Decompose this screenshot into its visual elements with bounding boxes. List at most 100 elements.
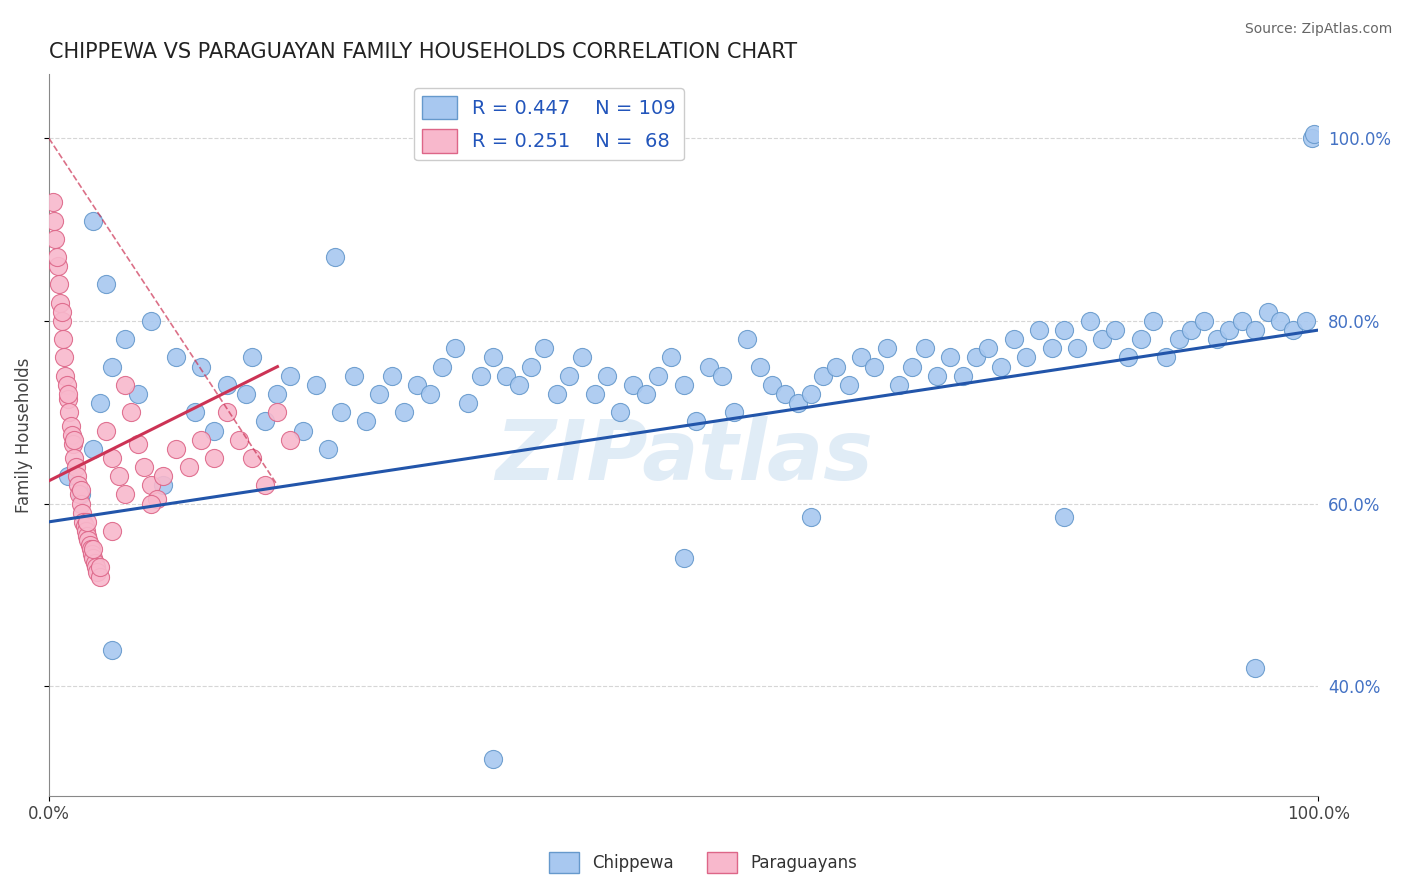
- Point: [278, 433, 301, 447]
- Point: [659, 351, 682, 365]
- Point: [84, 560, 107, 574]
- Point: [901, 359, 924, 374]
- Point: [876, 342, 898, 356]
- Point: [329, 405, 352, 419]
- Point: [368, 387, 391, 401]
- Point: [914, 342, 936, 356]
- Point: [266, 387, 288, 401]
- Point: [253, 478, 276, 492]
- Point: [1028, 323, 1050, 337]
- Point: [49, 295, 72, 310]
- Point: [177, 460, 200, 475]
- Point: [127, 387, 149, 401]
- Point: [215, 377, 238, 392]
- Point: [77, 533, 100, 547]
- Point: [533, 342, 555, 356]
- Point: [67, 478, 90, 492]
- Y-axis label: Family Households: Family Households: [15, 358, 32, 513]
- Point: [773, 387, 796, 401]
- Point: [482, 752, 505, 766]
- Point: [278, 368, 301, 383]
- Point: [79, 538, 101, 552]
- Point: [101, 524, 124, 538]
- Point: [69, 487, 91, 501]
- Point: [1142, 314, 1164, 328]
- Point: [127, 437, 149, 451]
- Point: [94, 424, 117, 438]
- Point: [1078, 314, 1101, 328]
- Point: [62, 437, 84, 451]
- Point: [121, 405, 143, 419]
- Point: [165, 442, 187, 456]
- Point: [58, 405, 80, 419]
- Point: [927, 368, 949, 383]
- Point: [1167, 332, 1189, 346]
- Point: [304, 377, 326, 392]
- Point: [1243, 323, 1265, 337]
- Point: [94, 277, 117, 292]
- Point: [583, 387, 606, 401]
- Point: [89, 396, 111, 410]
- Point: [184, 405, 207, 419]
- Point: [75, 524, 97, 538]
- Point: [82, 213, 104, 227]
- Point: [381, 368, 404, 383]
- Point: [1091, 332, 1114, 346]
- Point: [89, 560, 111, 574]
- Point: [1303, 127, 1326, 141]
- Point: [82, 547, 104, 561]
- Point: [495, 368, 517, 383]
- Point: [710, 368, 733, 383]
- Point: [202, 450, 225, 465]
- Point: [83, 556, 105, 570]
- Point: [82, 542, 104, 557]
- Point: [73, 519, 96, 533]
- Point: [1243, 661, 1265, 675]
- Point: [56, 392, 79, 406]
- Point: [266, 405, 288, 419]
- Point: [139, 314, 162, 328]
- Point: [342, 368, 364, 383]
- Point: [53, 351, 76, 365]
- Point: [56, 469, 79, 483]
- Point: [48, 277, 70, 292]
- Point: [101, 359, 124, 374]
- Point: [51, 314, 73, 328]
- Point: [697, 359, 720, 374]
- Point: [634, 387, 657, 401]
- Point: [444, 342, 467, 356]
- Point: [114, 377, 136, 392]
- Point: [825, 359, 848, 374]
- Point: [52, 332, 75, 346]
- Point: [291, 424, 314, 438]
- Point: [508, 377, 530, 392]
- Point: [406, 377, 429, 392]
- Point: [813, 368, 835, 383]
- Point: [952, 368, 974, 383]
- Point: [240, 351, 263, 365]
- Point: [863, 359, 886, 374]
- Point: [80, 542, 103, 557]
- Point: [1256, 305, 1278, 319]
- Point: [735, 332, 758, 346]
- Text: ZIPatlas: ZIPatlas: [495, 417, 873, 497]
- Point: [1230, 314, 1253, 328]
- Point: [748, 359, 770, 374]
- Point: [1218, 323, 1240, 337]
- Point: [55, 377, 77, 392]
- Point: [672, 377, 695, 392]
- Point: [86, 565, 108, 579]
- Point: [520, 359, 543, 374]
- Point: [65, 460, 87, 475]
- Point: [70, 506, 93, 520]
- Point: [235, 387, 257, 401]
- Point: [190, 359, 212, 374]
- Point: [889, 377, 911, 392]
- Point: [609, 405, 631, 419]
- Point: [596, 368, 619, 383]
- Point: [1301, 131, 1323, 145]
- Point: [76, 515, 98, 529]
- Point: [45, 250, 67, 264]
- Point: [1180, 323, 1202, 337]
- Point: [1192, 314, 1215, 328]
